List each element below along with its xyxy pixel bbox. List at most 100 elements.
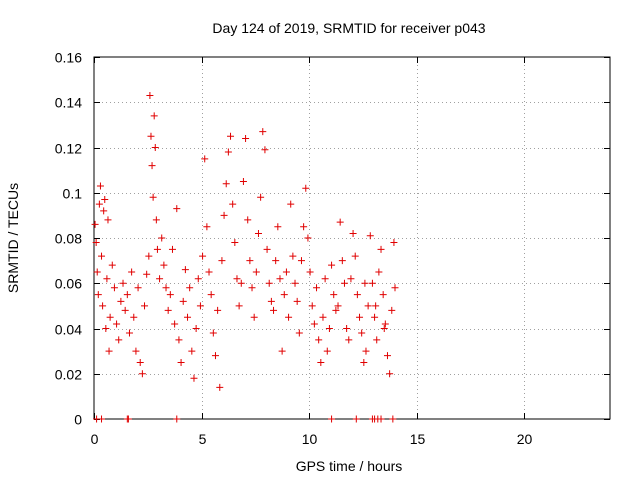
data-point <box>229 200 237 208</box>
data-point <box>108 261 116 269</box>
data-point <box>313 284 321 292</box>
data-point <box>151 144 159 151</box>
data-point <box>95 200 103 208</box>
data-point <box>291 279 299 287</box>
data-point <box>338 257 346 265</box>
data-point <box>171 320 179 328</box>
x-tick-label: 10 <box>302 431 318 447</box>
y-tick-label: 0.1 <box>63 186 83 202</box>
data-point <box>104 216 112 224</box>
data-point <box>328 415 336 423</box>
data-point <box>105 347 113 355</box>
data-point <box>166 291 174 299</box>
data-point <box>102 325 110 332</box>
data-point <box>358 329 366 337</box>
data-point <box>319 313 327 321</box>
data-point <box>179 297 187 305</box>
y-tick-label: 0 <box>74 412 82 428</box>
data-point <box>380 325 388 332</box>
data-point <box>347 275 355 283</box>
data-point <box>211 352 219 360</box>
data-point <box>149 193 157 201</box>
data-point <box>379 291 387 299</box>
data-point <box>310 320 318 328</box>
y-tick-label: 0.12 <box>55 141 82 157</box>
data-point <box>128 268 136 276</box>
data-point <box>372 302 380 310</box>
plot-frame <box>93 56 611 420</box>
data-point <box>117 297 125 305</box>
data-point <box>207 291 215 299</box>
data-point <box>282 268 290 276</box>
y-tick-label: 0.06 <box>55 276 82 292</box>
data-point <box>362 347 370 355</box>
data-point <box>267 297 275 305</box>
data-point <box>377 245 385 253</box>
data-point <box>113 320 121 328</box>
data-point <box>136 358 144 366</box>
data-point <box>352 415 360 423</box>
data-point <box>285 313 293 321</box>
data-point <box>201 155 209 163</box>
data-point <box>353 291 361 299</box>
data-point <box>345 336 353 344</box>
data-point <box>168 245 176 253</box>
data-point <box>216 383 224 391</box>
data-point <box>220 211 228 219</box>
data-point <box>91 220 99 228</box>
data-point <box>308 302 316 310</box>
data-point <box>295 329 303 337</box>
data-point <box>252 268 260 276</box>
data-point <box>302 184 310 192</box>
data-point <box>160 261 168 269</box>
y-tick-label: 0.02 <box>55 367 82 383</box>
data-point <box>390 239 398 247</box>
data-point <box>360 358 368 366</box>
y-tick-label: 0.14 <box>55 95 82 111</box>
data-point <box>162 284 170 292</box>
data-point <box>222 180 230 188</box>
data-point <box>205 268 213 276</box>
data-point <box>98 252 106 260</box>
data-point <box>141 302 149 310</box>
data-point <box>190 374 198 382</box>
data-point <box>138 370 146 378</box>
data-point <box>175 336 183 344</box>
data-point <box>265 279 273 287</box>
data-point <box>196 302 204 310</box>
y-tick-label: 0.08 <box>55 231 82 247</box>
data-point <box>242 134 250 142</box>
data-point <box>323 347 331 355</box>
data-point <box>391 284 399 292</box>
data-point <box>233 275 241 283</box>
y-axis-label: SRMTID / TECUs <box>5 183 21 293</box>
data-point <box>336 218 344 226</box>
x-tick-label: 0 <box>91 431 99 447</box>
data-point <box>130 313 138 321</box>
data-point <box>235 302 243 310</box>
data-point <box>330 291 338 299</box>
data-point <box>123 291 131 299</box>
data-point <box>349 229 357 237</box>
data-point <box>257 193 265 201</box>
x-tick-label: 20 <box>517 431 533 447</box>
data-point <box>103 275 111 283</box>
data-point <box>259 128 267 136</box>
data-point <box>306 268 314 276</box>
data-point <box>177 358 185 366</box>
x-tick-label: 5 <box>199 431 207 447</box>
data-point <box>158 234 166 242</box>
data-point <box>186 284 194 292</box>
data-point <box>304 234 312 242</box>
data-point <box>244 216 252 224</box>
data-point <box>173 205 181 213</box>
data-point <box>317 358 325 366</box>
data-point <box>389 415 397 423</box>
grid-layer <box>94 57 610 419</box>
data-point <box>278 347 286 355</box>
data-point <box>194 275 202 283</box>
data-point <box>300 223 308 231</box>
data-point <box>332 306 340 314</box>
data-point <box>272 257 280 265</box>
data-point <box>270 306 278 314</box>
